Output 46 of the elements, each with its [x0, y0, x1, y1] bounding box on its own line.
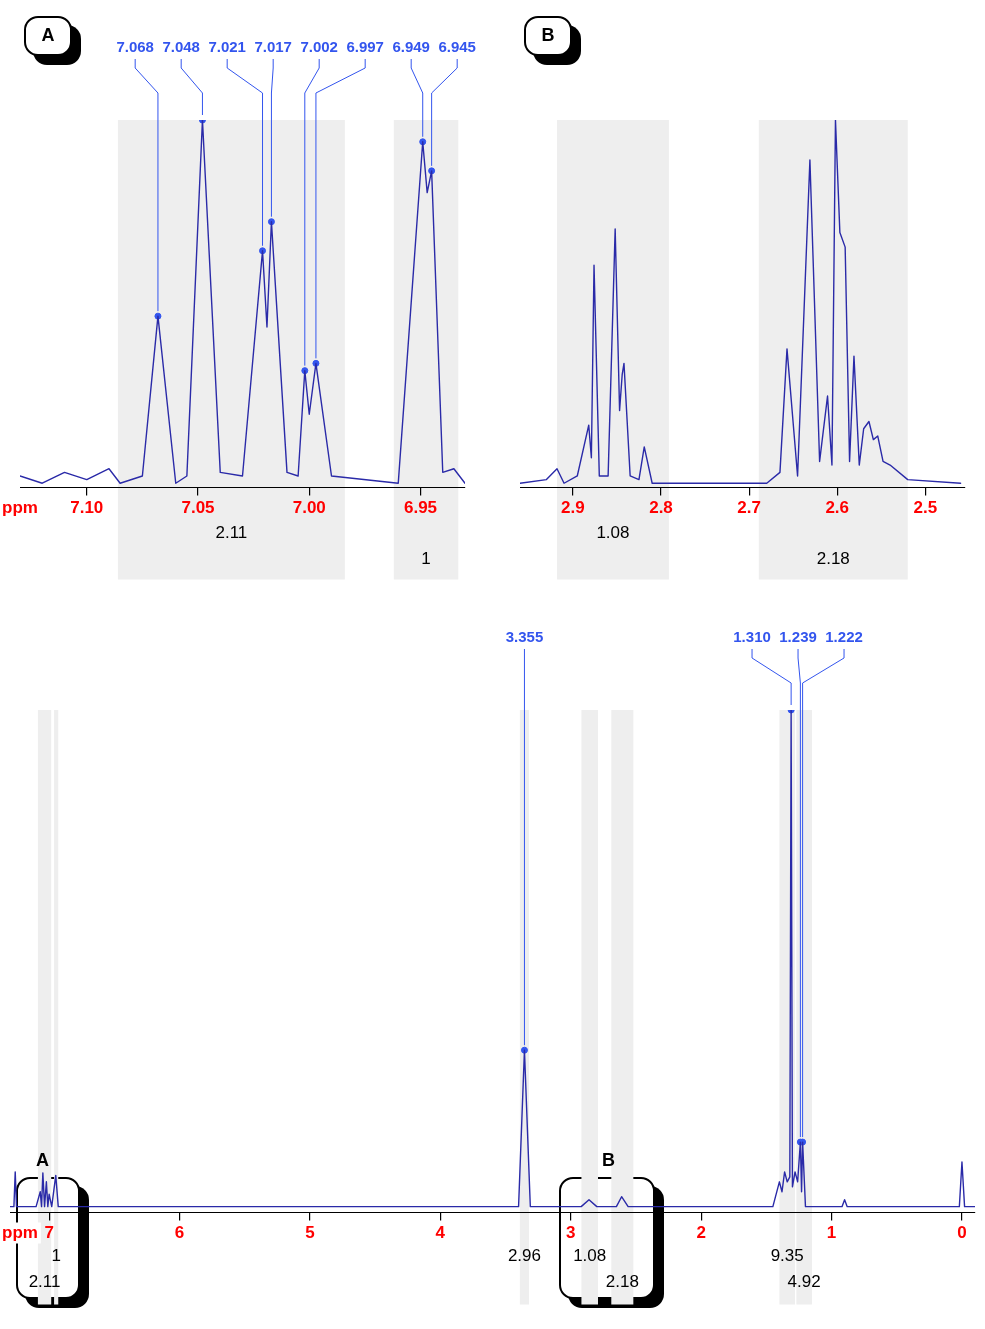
- annotation: A: [36, 1149, 50, 1170]
- x-tick-label: 2.9: [561, 498, 585, 518]
- band-label: 1: [421, 548, 431, 568]
- annotation: 7.021: [208, 38, 246, 56]
- x-tick-label: 6: [174, 1223, 185, 1243]
- band-label: 9.35: [770, 1246, 804, 1266]
- band-label: 2.11: [215, 522, 248, 542]
- annotation: 3.355: [505, 628, 544, 646]
- x-tick-label: 7.00: [292, 498, 326, 518]
- x-tick-label: 1: [826, 1223, 837, 1243]
- annotation: 6.945: [438, 38, 476, 56]
- band-label: 2.18: [816, 548, 850, 568]
- x-tick-label: 6.95: [403, 498, 438, 518]
- annotation: 1.222: [825, 628, 863, 646]
- x-tick-label: 2: [696, 1223, 706, 1243]
- x-axis-title: ppm: [2, 1222, 38, 1242]
- x-tick-label: 2.8: [649, 498, 673, 518]
- x-tick-label: 4: [435, 1223, 446, 1243]
- band-label: 1.08: [573, 1246, 607, 1266]
- x-tick-label: 3: [566, 1223, 576, 1243]
- annotation: 7.068: [116, 38, 154, 56]
- annotation: 7.002: [300, 38, 338, 56]
- text: A: [41, 24, 55, 45]
- band-label: 4.92: [787, 1272, 821, 1292]
- annotation: 6.949: [392, 38, 430, 56]
- band-label: 2.18: [605, 1272, 639, 1292]
- x-tick-label: 2.5: [913, 498, 938, 518]
- annotation: 7.017: [254, 38, 292, 56]
- annotation: 1.310: [733, 628, 771, 646]
- annotation: 6.997: [346, 38, 384, 56]
- x-tick-label: 5: [305, 1223, 315, 1243]
- x-tick-label: 2.7: [737, 498, 761, 518]
- band-label: 2.11: [28, 1272, 61, 1292]
- x-tick-label: 0: [957, 1223, 967, 1243]
- annotation: 7.048: [162, 38, 200, 56]
- x-axis-title: ppm: [2, 497, 38, 517]
- x-tick-label: 7.05: [181, 498, 215, 518]
- x-tick-label: 7: [44, 1223, 54, 1243]
- text: B: [541, 24, 555, 45]
- band-label: 2.96: [507, 1246, 541, 1266]
- annotation: B: [602, 1149, 616, 1170]
- band-label: 1.08: [596, 522, 630, 542]
- band-label: 1: [51, 1246, 61, 1266]
- annotation: 1.239: [779, 628, 817, 646]
- x-tick-label: 2.6: [825, 498, 850, 518]
- x-tick-label: 7.10: [70, 498, 104, 518]
